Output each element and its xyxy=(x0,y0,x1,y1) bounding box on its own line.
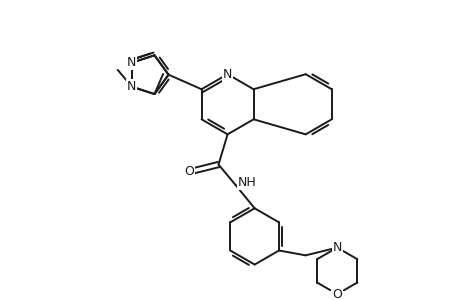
Text: O: O xyxy=(184,164,193,178)
Text: N: N xyxy=(332,241,341,254)
Text: N: N xyxy=(127,56,136,69)
Text: N: N xyxy=(223,68,232,81)
Text: O: O xyxy=(331,288,341,300)
Text: N: N xyxy=(127,80,136,93)
Text: NH: NH xyxy=(237,176,256,189)
